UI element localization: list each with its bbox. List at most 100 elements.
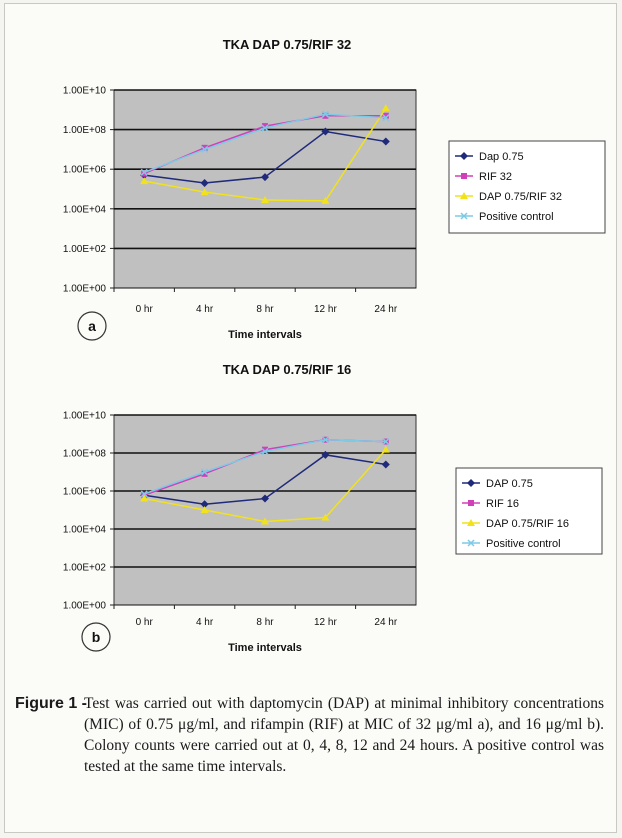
data-point xyxy=(321,110,329,118)
data-point xyxy=(381,104,390,112)
chart-a: TKA DAP 0.75/RIF 32 1.00E+00 1.00E+02 1.00E… xyxy=(63,37,606,341)
chart-b: TKA DAP 0.75/RIF 16 1.00E+00 1.00E+02 1.00E… xyxy=(63,362,603,654)
data-point xyxy=(321,513,330,521)
data-point xyxy=(200,500,209,509)
legend-label: DAP 0.75/RIF 16 xyxy=(486,518,569,530)
x-axis-label: Time intervals xyxy=(228,329,302,341)
x-tick-label: 12 hr xyxy=(314,304,337,315)
y-tick-label: 1.00E+02 xyxy=(63,244,107,255)
x-marker-stroke xyxy=(201,145,209,153)
panel-label-circle xyxy=(81,622,111,652)
x-tick-label: 8 hr xyxy=(256,304,274,315)
data-point xyxy=(381,460,390,469)
legend-label: DAP 0.75/RIF 32 xyxy=(479,191,562,203)
legend-label: Positive control xyxy=(486,538,561,550)
x-tick-label: 24 hr xyxy=(374,304,397,315)
legend-marker xyxy=(460,152,468,160)
x-marker-stroke xyxy=(261,447,269,456)
x-marker-stroke xyxy=(321,110,329,118)
x-marker-stroke xyxy=(201,468,209,476)
y-tick-label: 1.00E+04 xyxy=(63,204,107,215)
x-marker-stroke xyxy=(261,124,269,132)
data-point xyxy=(140,168,148,176)
data-point xyxy=(261,195,269,203)
legend-box xyxy=(448,140,606,234)
data-point xyxy=(200,179,209,188)
data-point xyxy=(261,447,269,456)
x-marker-stroke xyxy=(140,168,148,176)
panel-label: b xyxy=(92,629,101,645)
x-marker-stroke xyxy=(321,436,329,444)
plot-area xyxy=(113,89,417,289)
legend-label: DAP 0.75 xyxy=(486,478,533,490)
x-tick-label: 4 hr xyxy=(196,617,214,628)
data-point xyxy=(381,137,390,146)
chart-title: TKA DAP 0.75/RIF 32 xyxy=(223,37,352,52)
y-tick-label: 1.00E+00 xyxy=(63,601,107,612)
y-tick-label: 1.00E+02 xyxy=(63,563,107,574)
legend-marker xyxy=(468,500,474,506)
y-tick-label: 1.00E+06 xyxy=(63,165,107,176)
data-point xyxy=(321,127,330,136)
x-tick-label: 8 hr xyxy=(256,617,274,628)
x-tick-label: 0 hr xyxy=(136,617,154,628)
y-tick-label: 1.00E+10 xyxy=(63,86,107,97)
data-point xyxy=(321,196,330,204)
legend-marker xyxy=(467,539,475,547)
data-point xyxy=(261,173,269,182)
data-point xyxy=(382,114,390,122)
data-point xyxy=(140,490,148,498)
data-point xyxy=(200,188,209,196)
caption-text: Test was carried out with daptomycin (DA… xyxy=(84,695,604,775)
x-axis-label: Time intervals xyxy=(228,642,302,654)
data-point xyxy=(201,470,208,477)
y-tick-label: 1.00E+08 xyxy=(63,125,107,136)
x-tick-label: 0 hr xyxy=(136,304,154,315)
data-point xyxy=(261,494,269,503)
y-tick-label: 1.00E+08 xyxy=(63,449,107,460)
x-marker-stroke xyxy=(382,438,390,446)
data-point xyxy=(262,446,268,453)
data-point xyxy=(140,177,149,185)
y-tick-label: 1.00E+06 xyxy=(63,487,107,498)
x-marker-stroke xyxy=(467,539,475,547)
legend-marker xyxy=(467,479,475,487)
data-point xyxy=(381,445,390,453)
legend-label: Positive control xyxy=(479,211,554,223)
chart-title: TKA DAP 0.75/RIF 16 xyxy=(223,362,352,377)
x-tick-label: 12 hr xyxy=(314,617,337,628)
x-marker-stroke xyxy=(140,490,148,498)
data-point xyxy=(261,517,269,525)
figure-caption: Figure 1 - Test was carried out with dap… xyxy=(15,693,604,777)
legend-label: RIF 16 xyxy=(486,498,519,510)
data-point xyxy=(261,124,269,132)
y-tick-label: 1.00E+04 xyxy=(63,525,107,536)
data-point xyxy=(382,438,390,446)
x-marker-stroke xyxy=(460,212,468,220)
data-point xyxy=(140,494,149,502)
caption-label: Figure 1 - xyxy=(15,695,88,712)
data-point xyxy=(201,468,209,476)
legend-marker xyxy=(467,519,475,526)
panel-label: a xyxy=(88,318,96,334)
legend-marker xyxy=(461,173,467,179)
panel-label-circle xyxy=(77,311,107,341)
plot-area xyxy=(113,414,417,606)
legend-marker xyxy=(460,192,468,199)
legend-label: RIF 32 xyxy=(479,171,512,183)
data-point xyxy=(262,123,268,130)
x-marker-stroke xyxy=(382,114,390,122)
data-point xyxy=(141,170,148,177)
y-tick-label: 1.00E+10 xyxy=(63,411,107,422)
legend-box xyxy=(455,467,603,555)
legend-label: Dap 0.75 xyxy=(479,151,524,163)
data-point xyxy=(201,145,209,153)
data-point xyxy=(321,436,329,444)
x-tick-label: 24 hr xyxy=(374,617,397,628)
x-tick-label: 4 hr xyxy=(196,304,214,315)
data-point xyxy=(201,144,208,151)
legend-marker xyxy=(460,212,468,220)
figure-charts: TKA DAP 0.75/RIF 32 1.00E+00 1.00E+02 1.00E… xyxy=(63,37,606,654)
data-point xyxy=(322,112,329,119)
data-point xyxy=(382,112,389,119)
